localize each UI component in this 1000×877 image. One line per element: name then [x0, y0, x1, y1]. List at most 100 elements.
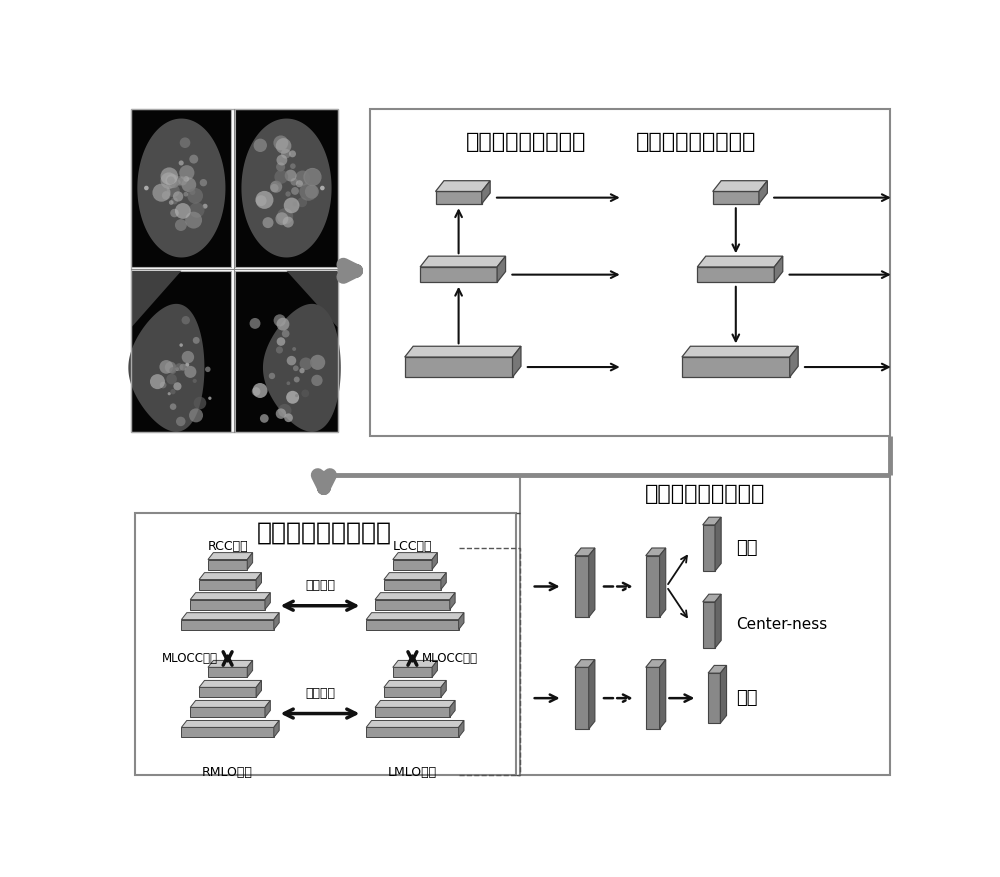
Circle shape — [160, 381, 166, 389]
Polygon shape — [441, 573, 446, 589]
Polygon shape — [384, 681, 446, 688]
Text: 病灶识别与回归网络: 病灶识别与回归网络 — [645, 484, 765, 504]
Circle shape — [276, 346, 283, 353]
Polygon shape — [420, 267, 497, 282]
Circle shape — [295, 170, 310, 186]
Circle shape — [276, 154, 287, 166]
Circle shape — [193, 337, 200, 344]
Polygon shape — [482, 181, 490, 203]
Circle shape — [293, 366, 299, 371]
Polygon shape — [128, 303, 204, 431]
Circle shape — [167, 184, 180, 197]
Circle shape — [175, 176, 185, 186]
Polygon shape — [190, 708, 265, 717]
Circle shape — [254, 139, 267, 152]
Polygon shape — [366, 619, 459, 630]
Circle shape — [281, 149, 291, 159]
Circle shape — [179, 364, 186, 371]
Polygon shape — [512, 346, 521, 377]
Polygon shape — [199, 681, 261, 688]
Polygon shape — [375, 708, 450, 717]
Circle shape — [152, 183, 170, 202]
Circle shape — [284, 197, 299, 213]
Circle shape — [311, 374, 323, 386]
Circle shape — [270, 181, 282, 193]
Polygon shape — [575, 556, 589, 617]
Circle shape — [173, 191, 183, 202]
Polygon shape — [497, 256, 506, 282]
Polygon shape — [703, 517, 721, 525]
Polygon shape — [208, 660, 253, 667]
Circle shape — [292, 347, 296, 351]
Polygon shape — [774, 256, 783, 282]
Circle shape — [250, 318, 260, 329]
Circle shape — [161, 168, 178, 185]
Circle shape — [274, 170, 288, 183]
Circle shape — [165, 361, 176, 373]
Polygon shape — [713, 191, 759, 203]
Text: MLOCC融合: MLOCC融合 — [422, 652, 478, 665]
Polygon shape — [575, 667, 589, 729]
Polygon shape — [682, 346, 798, 357]
Text: LCC特征: LCC特征 — [393, 540, 432, 553]
Circle shape — [175, 367, 179, 371]
Circle shape — [175, 363, 183, 371]
Bar — [235, 109, 338, 267]
Polygon shape — [660, 548, 666, 617]
Circle shape — [253, 383, 268, 398]
Text: 多尺度特征提取网络: 多尺度特征提取网络 — [466, 132, 587, 153]
Circle shape — [287, 381, 290, 385]
Circle shape — [296, 180, 303, 188]
Circle shape — [278, 404, 291, 417]
Polygon shape — [405, 346, 521, 357]
Bar — [135, 513, 516, 775]
Polygon shape — [199, 580, 256, 589]
Circle shape — [293, 202, 297, 206]
Circle shape — [277, 338, 285, 346]
Polygon shape — [575, 660, 595, 667]
Polygon shape — [405, 357, 512, 377]
Circle shape — [176, 417, 186, 426]
Text: 左右融合: 左右融合 — [305, 579, 335, 592]
Circle shape — [168, 392, 171, 396]
Circle shape — [190, 189, 195, 195]
Polygon shape — [660, 660, 666, 729]
Polygon shape — [384, 688, 441, 697]
Circle shape — [208, 396, 212, 400]
Polygon shape — [247, 660, 253, 677]
Polygon shape — [790, 346, 798, 377]
Circle shape — [287, 356, 296, 366]
Polygon shape — [575, 548, 595, 556]
Bar — [131, 271, 231, 432]
Circle shape — [284, 413, 293, 422]
Polygon shape — [181, 727, 274, 738]
Polygon shape — [715, 595, 721, 648]
Polygon shape — [720, 666, 727, 724]
Polygon shape — [697, 267, 774, 282]
Circle shape — [144, 186, 149, 190]
Circle shape — [184, 366, 196, 378]
Circle shape — [193, 379, 197, 383]
Circle shape — [269, 373, 275, 379]
Circle shape — [162, 191, 171, 200]
Polygon shape — [199, 573, 261, 580]
Polygon shape — [646, 667, 660, 729]
Polygon shape — [256, 573, 261, 589]
Polygon shape — [181, 721, 279, 727]
Circle shape — [277, 317, 289, 331]
Polygon shape — [199, 688, 256, 697]
Polygon shape — [190, 593, 270, 600]
Polygon shape — [589, 548, 595, 617]
Polygon shape — [366, 721, 464, 727]
Polygon shape — [450, 701, 455, 717]
Polygon shape — [436, 191, 482, 203]
Polygon shape — [703, 525, 715, 571]
Circle shape — [200, 179, 207, 187]
Polygon shape — [181, 613, 279, 619]
Circle shape — [150, 374, 165, 389]
Polygon shape — [265, 593, 270, 610]
Circle shape — [295, 394, 298, 397]
Polygon shape — [384, 580, 441, 589]
Polygon shape — [181, 619, 274, 630]
Circle shape — [297, 197, 307, 207]
